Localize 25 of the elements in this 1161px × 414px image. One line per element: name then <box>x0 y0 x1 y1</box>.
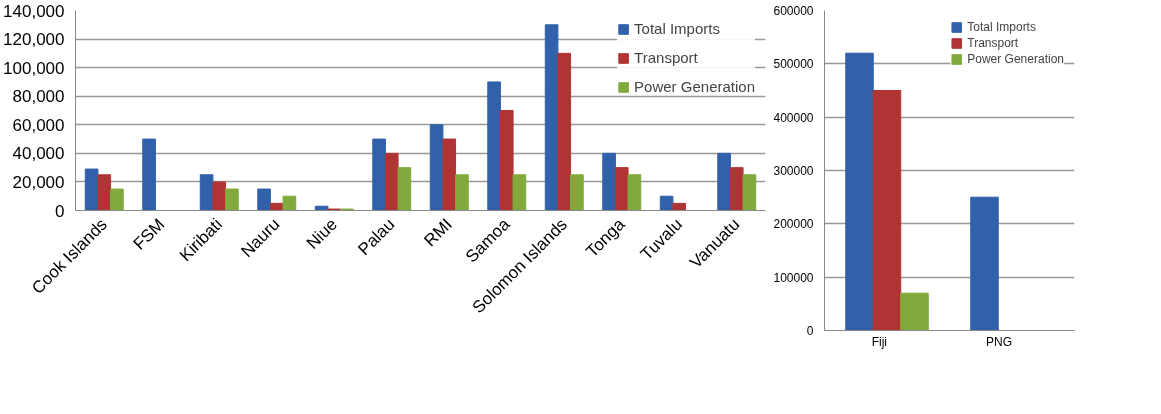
legend-label: Power Generation <box>967 52 1064 66</box>
y-tick-label: 600000 <box>773 4 814 18</box>
y-tick-label: 120,000 <box>3 30 65 50</box>
legend-label: Transport <box>967 36 1019 50</box>
x-tick-label: Fiji <box>871 334 887 349</box>
y-tick-label: 100000 <box>773 270 814 285</box>
x-tick-label: PNG <box>986 334 1013 349</box>
x-tick-label: RMI <box>420 214 456 251</box>
x-tick-label: Niue <box>302 214 341 253</box>
legend-label: Transport <box>634 49 698 66</box>
y-tick-label: 60,000 <box>12 115 65 135</box>
y-tick-label: 300000 <box>773 164 814 178</box>
y-tick-label: 200000 <box>773 217 814 232</box>
legend-label: Total Imports <box>967 20 1036 34</box>
y-tick-label: 0 <box>806 324 814 338</box>
y-tick-label: 100,000 <box>3 58 65 78</box>
y-tick-label: 140,000 <box>3 1 65 21</box>
y-tick-label: 40,000 <box>12 144 65 164</box>
y-tick-label: 400000 <box>773 110 814 125</box>
y-tick-label: 80,000 <box>12 87 65 107</box>
legend-label: Total Imports <box>634 20 720 37</box>
legend-label: Power Generation <box>634 78 755 95</box>
y-tick-label: 20,000 <box>12 172 65 192</box>
y-tick-label: 500000 <box>773 57 814 72</box>
y-tick-label: 0 <box>55 201 65 221</box>
